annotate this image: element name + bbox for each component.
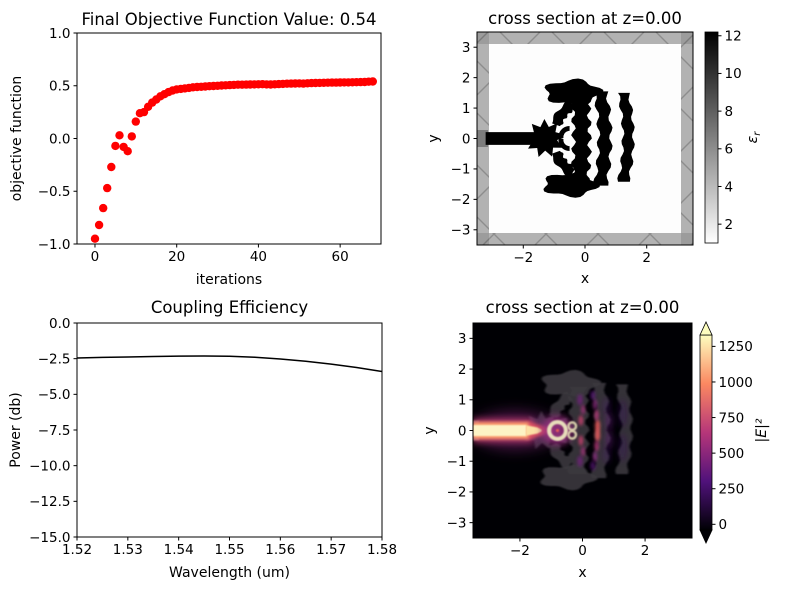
x-tick-label: 2 <box>642 250 651 266</box>
scatter-points <box>90 77 377 243</box>
colorbar-tick-label: 12 <box>725 29 742 45</box>
colorbar-tick-label: 2 <box>725 217 734 233</box>
x-tick-label: −2 <box>513 250 533 266</box>
coupling-efficiency-plot: 1.52 1.53 1.54 1.55 1.56 1.57 1.58 0.0 −2.5 −5.0 −… <box>29 316 397 558</box>
plot-frame <box>476 31 694 246</box>
plot-frame <box>472 322 693 539</box>
colorbar-tick-label: 0 <box>719 517 728 533</box>
colorbar-tick-label: 6 <box>725 142 734 158</box>
objective-plot-title: Final Objective Function Value: 0.54 <box>81 10 376 29</box>
x-tick-label: 40 <box>250 249 267 265</box>
objective-plot: 0 20 40 60 −1.0 −0.5 0.0 0.5 1.0 <box>38 26 382 265</box>
colorbar-tick-label: 10 <box>725 66 742 82</box>
y-tick-label: 1.0 <box>49 26 70 42</box>
y-tick-label: 0.5 <box>49 79 70 95</box>
x-tick-label: 0 <box>91 249 100 265</box>
y-tick-label: −15.0 <box>29 530 70 546</box>
x-tick-label: 1.53 <box>113 542 143 558</box>
y-tick-label: −1 <box>447 454 467 470</box>
colorbar-tick-label: 500 <box>719 446 745 462</box>
field-xlabel: x <box>578 565 586 581</box>
epsilon-plot-title: cross section at z=0.00 <box>488 9 682 28</box>
colorbar-tick-label: 1000 <box>719 375 753 391</box>
colorbar-tick-label: 1250 <box>719 339 753 355</box>
colorbar-tick-label: 4 <box>725 179 734 195</box>
field-image <box>473 323 692 538</box>
y-tick-label: 3 <box>462 40 471 56</box>
objective-ylabel: objective function <box>9 76 25 202</box>
x-tick-label: 0 <box>578 543 587 559</box>
colorbar-tick-label: 250 <box>719 482 745 498</box>
plot-frame <box>76 322 383 538</box>
epsilon-colorbar: 2 4 6 8 10 12 <box>704 29 742 244</box>
x-tick-label: 1.52 <box>62 542 92 558</box>
y-tick-label: 1 <box>462 101 471 117</box>
x-tick-label: 1.58 <box>367 542 397 558</box>
y-tick-label: 0.0 <box>49 131 70 147</box>
coupling-ylabel: Power (db) <box>8 392 24 467</box>
x-tick-label: 1.55 <box>214 542 244 558</box>
y-tick-label: −0.5 <box>38 184 71 200</box>
efficiency-curve <box>76 355 383 373</box>
y-tick-label: −3 <box>451 223 471 239</box>
colorbar-gradient <box>699 334 713 531</box>
plot-frame <box>76 32 382 245</box>
y-tick-label: −1 <box>451 162 471 178</box>
y-tick-label: 0 <box>458 423 467 439</box>
epsilon-ylabel: y <box>426 134 442 142</box>
colorbar-extend-max <box>699 321 713 336</box>
field-colorbar: 0 250 500 750 1000 1250 <box>699 321 753 544</box>
x-tick-label: 20 <box>168 249 185 265</box>
x-tick-label: 1.54 <box>164 542 194 558</box>
x-tick-label: 60 <box>332 249 349 265</box>
y-tick-label: 2 <box>458 362 467 378</box>
y-tick-label: −2 <box>451 192 471 208</box>
epsilon-colorbar-label: εr <box>745 131 763 144</box>
objective-xlabel: iterations <box>196 272 262 288</box>
coupling-plot-title: Coupling Efficiency <box>151 298 309 317</box>
y-tick-label: −12.5 <box>29 494 70 510</box>
epsilon-xlabel: x <box>581 271 589 287</box>
y-tick-label: −3 <box>447 515 467 531</box>
y-tick-label: 1 <box>458 393 467 409</box>
y-tick-label: 2 <box>462 70 471 86</box>
y-tick-label: −1.0 <box>38 237 71 253</box>
y-tick-label: −2.5 <box>38 351 71 367</box>
x-tick-label: 0 <box>581 250 590 266</box>
y-tick-label: −10.0 <box>29 458 70 474</box>
y-tick-label: −2 <box>447 485 467 501</box>
x-tick-label: 1.57 <box>316 542 346 558</box>
colorbar-tick-label: 750 <box>719 410 745 426</box>
coupling-xlabel: Wavelength (um) <box>169 565 290 581</box>
y-tick-label: −7.5 <box>38 423 71 439</box>
epsilon-structure <box>485 78 635 198</box>
x-tick-label: −2 <box>510 543 530 559</box>
y-tick-label: 0 <box>462 131 471 147</box>
field-colorbar-label: |E|² <box>754 418 770 442</box>
y-tick-label: 3 <box>458 331 467 347</box>
colorbar-extend-min <box>699 529 713 544</box>
field-ylabel: y <box>422 426 438 434</box>
y-tick-label: 0.0 <box>49 316 70 332</box>
x-tick-label: 1.56 <box>265 542 295 558</box>
field-cross-section-plot: −2 0 2 3 2 1 0 −1 −2 −3 <box>447 322 693 559</box>
colorbar-tick-label: 8 <box>725 104 734 120</box>
y-tick-label: −5.0 <box>38 387 71 403</box>
epsilon-cross-section-plot: −2 0 2 3 2 1 0 −1 −2 −3 <box>451 31 694 266</box>
x-tick-label: 2 <box>641 543 650 559</box>
colorbar-gradient <box>704 31 719 244</box>
field-plot-title: cross section at z=0.00 <box>486 298 680 317</box>
source-marker <box>477 130 488 147</box>
